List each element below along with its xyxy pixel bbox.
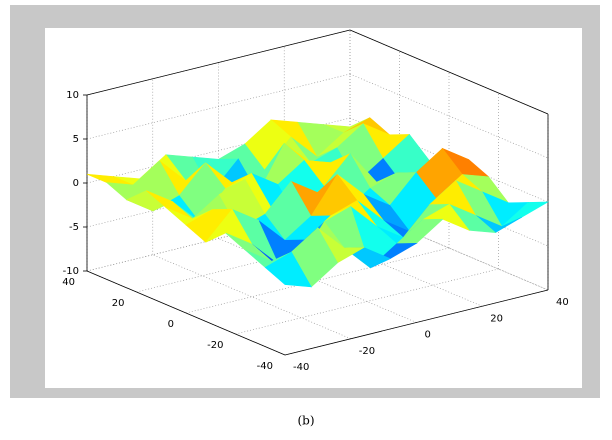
grid-line [86, 73, 351, 140]
y-tick-label: 40 [62, 277, 75, 288]
z-tick-label: 10 [66, 90, 79, 101]
x-tick-label: -20 [359, 346, 375, 357]
axis-line [86, 270, 286, 356]
z-tick-label: 0 [73, 178, 79, 189]
y-tick-label: -20 [207, 340, 223, 351]
x-tick-label: -40 [293, 362, 309, 373]
axis-line [86, 29, 351, 96]
axis-line [284, 289, 549, 356]
tick-labels: -10 -5 0 5 10 -40 -20 0 20 40 -40 -20 0 20 40 [62, 90, 568, 373]
surface [86, 117, 550, 288]
z-tick-label: -5 [69, 222, 79, 233]
y-tick-label: 0 [168, 319, 174, 330]
grid-line [235, 268, 499, 335]
z-tick-label: -10 [63, 266, 79, 277]
z-tick-label: 5 [73, 134, 79, 145]
y-tick-label: 20 [112, 298, 125, 309]
axis-line [349, 29, 549, 115]
surface-patch [264, 251, 312, 288]
x-tick-label: 20 [490, 313, 503, 324]
y-tick-label: -40 [257, 361, 273, 372]
x-tick-label: 40 [556, 297, 569, 308]
x-tick-label: 0 [425, 330, 431, 341]
caption: (b) [297, 414, 314, 428]
